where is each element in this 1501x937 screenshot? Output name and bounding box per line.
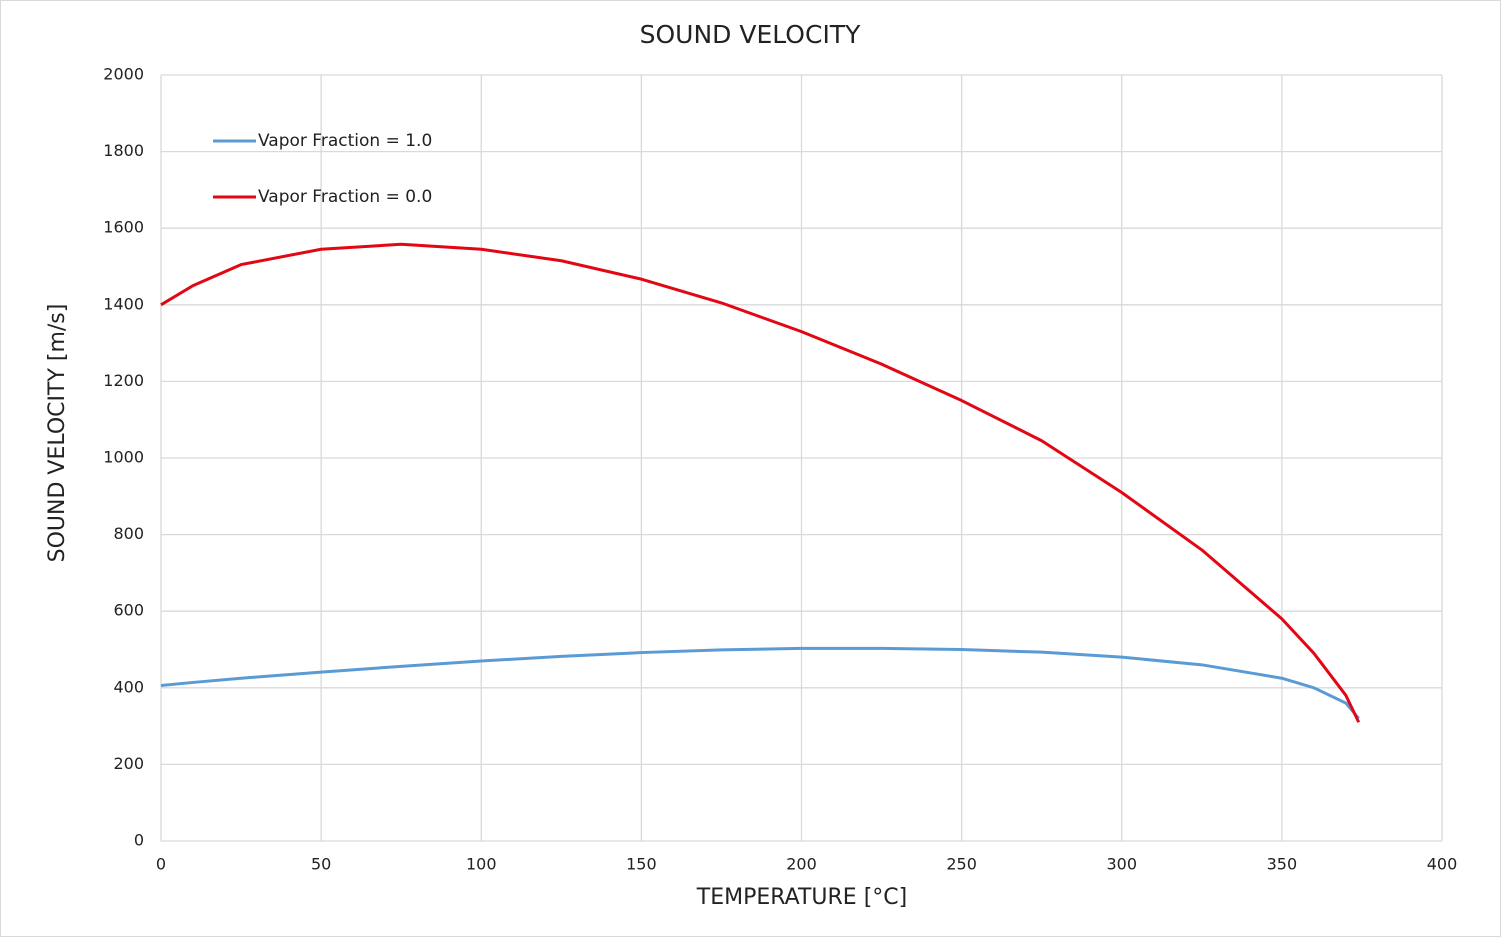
x-tick-label: 0 xyxy=(156,855,166,874)
x-tick-label: 350 xyxy=(1267,855,1298,874)
y-tick-label: 1400 xyxy=(103,294,144,313)
y-tick-label: 1200 xyxy=(103,371,144,390)
x-tick-label: 200 xyxy=(786,855,817,874)
y-tick-label: 600 xyxy=(113,601,144,620)
series-line xyxy=(160,242,1361,723)
x-tick-label: 400 xyxy=(1427,855,1458,874)
x-tick-label: 50 xyxy=(311,855,331,874)
legend-label: Vapor Fraction = 1.0 xyxy=(258,131,432,151)
y-tick-label: 1600 xyxy=(103,218,144,237)
y-tick-label: 2000 xyxy=(103,65,144,84)
y-tick-label: 200 xyxy=(113,754,144,773)
legend-label: Vapor Fraction = 0.0 xyxy=(258,187,432,207)
y-axis-label: SOUND VELOCITY [m/s] xyxy=(45,304,70,563)
y-tick-label: 1000 xyxy=(103,448,144,467)
x-tick-label: 300 xyxy=(1106,855,1137,874)
y-tick-label: 1800 xyxy=(103,141,144,160)
y-tick-label: 800 xyxy=(113,524,144,543)
chart-title: SOUND VELOCITY xyxy=(640,20,861,49)
x-tick-label: 100 xyxy=(466,855,497,874)
x-tick-label: 250 xyxy=(946,855,977,874)
x-axis-label: TEMPERATURE [°C] xyxy=(696,885,907,910)
y-tick-label: 0 xyxy=(134,831,144,850)
y-tick-label: 400 xyxy=(113,677,144,696)
x-tick-label: 150 xyxy=(626,855,657,874)
series-line xyxy=(160,646,1360,720)
